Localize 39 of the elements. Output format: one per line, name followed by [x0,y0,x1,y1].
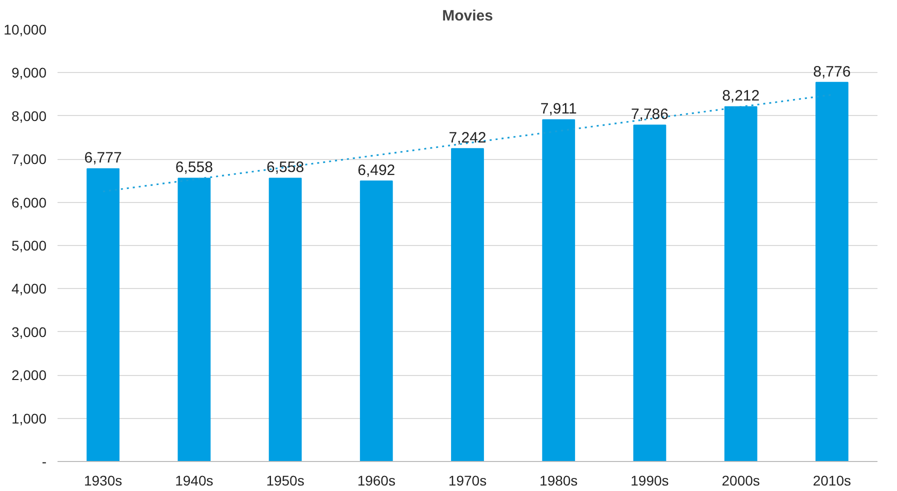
y-tick-label: 2,000 [11,367,47,384]
data-label: 7,911 [540,100,577,118]
y-tick-label: 3,000 [11,324,47,340]
bar [724,106,758,462]
data-label: 7,786 [630,106,668,124]
bar [633,124,666,462]
x-tick-label: 1940s [175,472,214,488]
bar [178,178,211,462]
x-tick-label: 2010s [812,472,852,488]
data-label: 7,242 [448,130,486,147]
x-tick-label: 2000s [722,472,760,488]
y-tick-label: - [42,454,47,470]
bar [360,180,393,462]
x-tick-label: 1970s [448,472,487,488]
y-tick-label: 9,000 [11,64,47,81]
y-tick-label: 10,000 [4,22,47,38]
y-tick-label: 7,000 [11,151,47,168]
data-label: 8,212 [722,88,760,105]
x-tick-label: 1960s [357,472,396,488]
x-tick-label: 1950s [266,472,304,488]
x-tick-label: 1930s [84,472,122,488]
y-tick-label: 6,000 [11,194,47,210]
y-tick-label: 5,000 [11,238,47,254]
y-tick-label: 4,000 [11,280,47,297]
y-tick-label: 1,000 [11,410,47,426]
chart-title: Movies [442,8,493,24]
data-label: 6,558 [175,159,213,176]
bar [816,82,848,462]
x-tick-label: 1980s [540,472,578,488]
bar [542,119,576,462]
bar [451,148,484,462]
data-label: 6,777 [84,150,122,167]
bar [86,168,120,462]
data-label: 8,776 [813,63,851,80]
bar [268,178,302,462]
data-label: 6,558 [266,159,304,176]
data-label: 6,492 [358,162,396,180]
y-tick-label: 8,000 [11,108,47,124]
x-tick-label: 1990s [630,472,669,488]
